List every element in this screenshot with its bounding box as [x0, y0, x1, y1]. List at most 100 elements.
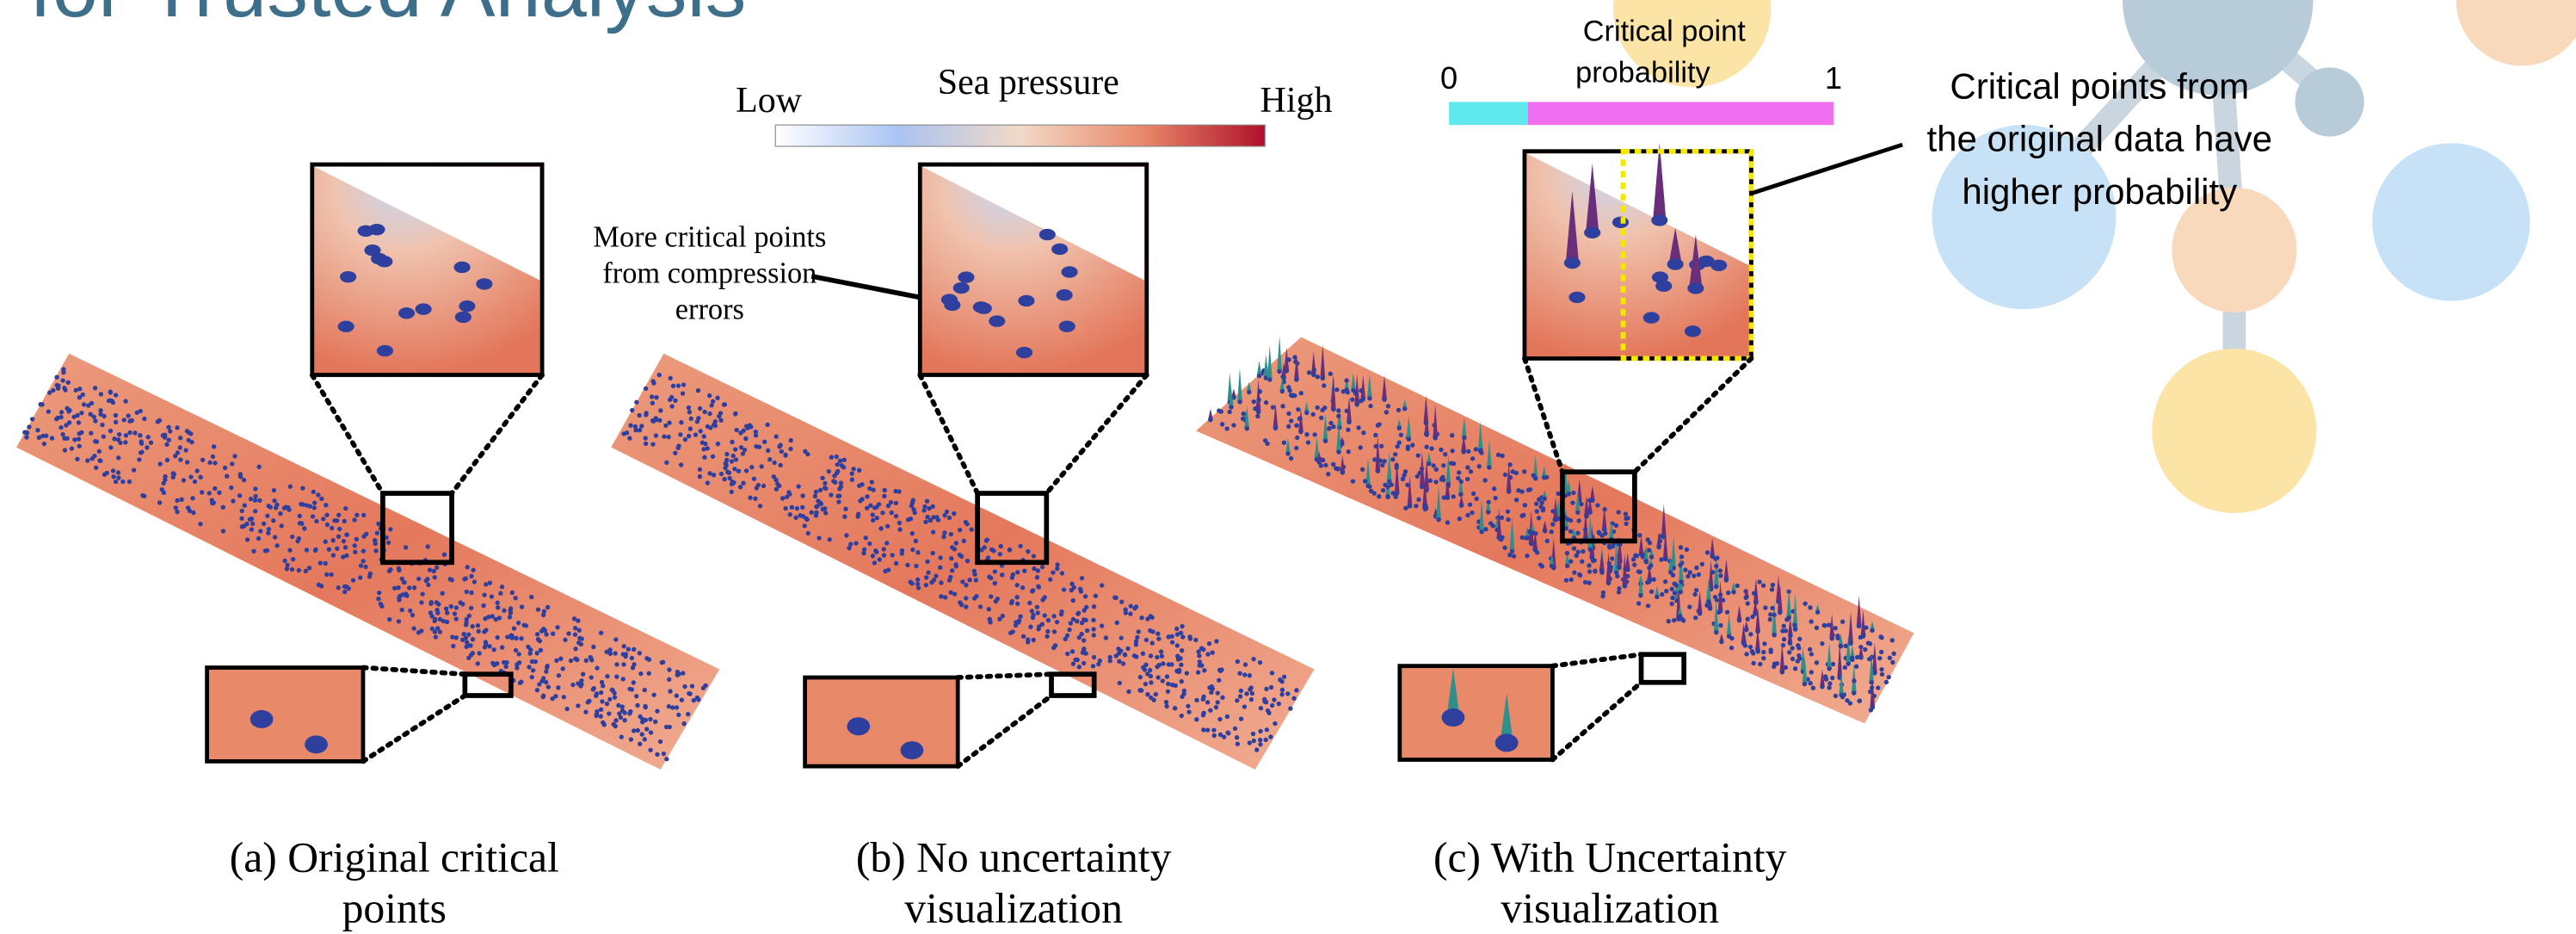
critical-point — [1667, 619, 1671, 623]
critical-point — [1741, 640, 1746, 645]
critical-point — [157, 418, 162, 423]
critical-point — [783, 506, 787, 510]
critical-point — [716, 442, 720, 446]
critical-point — [1045, 634, 1049, 639]
critical-point — [472, 579, 477, 584]
critical-point — [1852, 678, 1856, 683]
critical-point — [978, 604, 983, 609]
critical-point — [644, 436, 648, 440]
critical-point — [1119, 599, 1124, 603]
critical-point — [1080, 576, 1084, 580]
critical-point — [610, 688, 614, 692]
critical-point — [1633, 554, 1637, 558]
critical-point — [1372, 491, 1377, 495]
critical-point — [760, 464, 764, 468]
critical-point — [1661, 535, 1666, 539]
critical-point — [780, 496, 785, 500]
critical-point — [60, 432, 65, 436]
critical-point — [1091, 627, 1095, 631]
critical-point — [72, 437, 77, 442]
critical-point — [958, 528, 962, 532]
critical-point — [116, 437, 120, 442]
critical-point — [94, 466, 98, 470]
critical-point — [649, 730, 653, 734]
critical-point — [135, 411, 139, 415]
critical-point — [1264, 687, 1268, 691]
critical-point — [1434, 467, 1439, 472]
critical-point — [165, 458, 169, 462]
critical-point — [1257, 398, 1261, 402]
critical-point — [494, 617, 498, 622]
critical-point — [967, 578, 971, 582]
critical-point — [89, 430, 93, 435]
critical-point — [297, 536, 301, 541]
critical-point — [1073, 658, 1077, 662]
critical-point — [42, 442, 46, 446]
critical-point — [952, 547, 957, 551]
critical-point — [441, 591, 445, 596]
critical-point — [1347, 420, 1351, 424]
critical-point — [1126, 690, 1131, 694]
critical-point — [256, 536, 261, 541]
critical-point — [1129, 603, 1133, 608]
critical-point — [1457, 470, 1461, 474]
critical-point — [738, 485, 743, 489]
critical-point — [1867, 657, 1871, 661]
critical-point — [207, 491, 212, 495]
critical-point — [959, 554, 964, 559]
critical-point — [942, 530, 946, 535]
critical-point — [1285, 368, 1289, 373]
critical-point — [272, 498, 276, 503]
critical-point — [838, 459, 842, 463]
critical-point — [1615, 574, 1619, 578]
critical-point — [59, 410, 64, 414]
critical-point — [882, 494, 886, 498]
critical-point — [1771, 583, 1775, 587]
critical-point — [207, 461, 212, 465]
critical-point — [1809, 681, 1813, 685]
critical-point — [758, 504, 762, 508]
critical-point — [1205, 700, 1210, 704]
critical-point — [185, 429, 189, 433]
critical-point — [767, 457, 772, 461]
critical-point — [1550, 529, 1554, 534]
critical-point — [1617, 586, 1621, 591]
critical-point — [1693, 615, 1698, 620]
critical-point — [1673, 591, 1677, 595]
critical-point — [711, 399, 715, 404]
critical-point — [1212, 733, 1217, 738]
critical-point — [454, 605, 459, 609]
critical-point — [1461, 449, 1465, 454]
critical-point — [599, 631, 603, 635]
critical-point — [1648, 541, 1652, 545]
critical-point — [1636, 569, 1641, 573]
critical-point — [331, 538, 336, 542]
critical-point — [1366, 484, 1371, 488]
critical-point — [1306, 440, 1310, 444]
critical-point — [1670, 602, 1674, 606]
critical-point — [1395, 466, 1399, 470]
critical-point — [638, 742, 642, 746]
critical-point — [351, 578, 355, 582]
critical-point — [1459, 504, 1464, 508]
critical-point — [545, 664, 550, 668]
critical-point — [1726, 591, 1730, 595]
critical-point — [632, 728, 636, 733]
critical-point — [1647, 579, 1651, 584]
critical-point — [1322, 383, 1326, 387]
critical-point — [1850, 656, 1854, 660]
critical-point — [251, 549, 256, 554]
critical-point — [198, 522, 202, 526]
critical-point — [696, 388, 700, 393]
critical-point — [46, 409, 51, 413]
critical-point — [515, 665, 519, 670]
critical-point — [40, 434, 45, 438]
critical-point — [373, 538, 377, 542]
critical-point — [1769, 647, 1773, 652]
critical-point — [398, 307, 415, 319]
critical-point — [1580, 560, 1584, 564]
critical-point — [336, 535, 341, 539]
critical-point — [1685, 574, 1690, 578]
critical-point — [1672, 618, 1676, 622]
critical-point — [496, 601, 500, 605]
